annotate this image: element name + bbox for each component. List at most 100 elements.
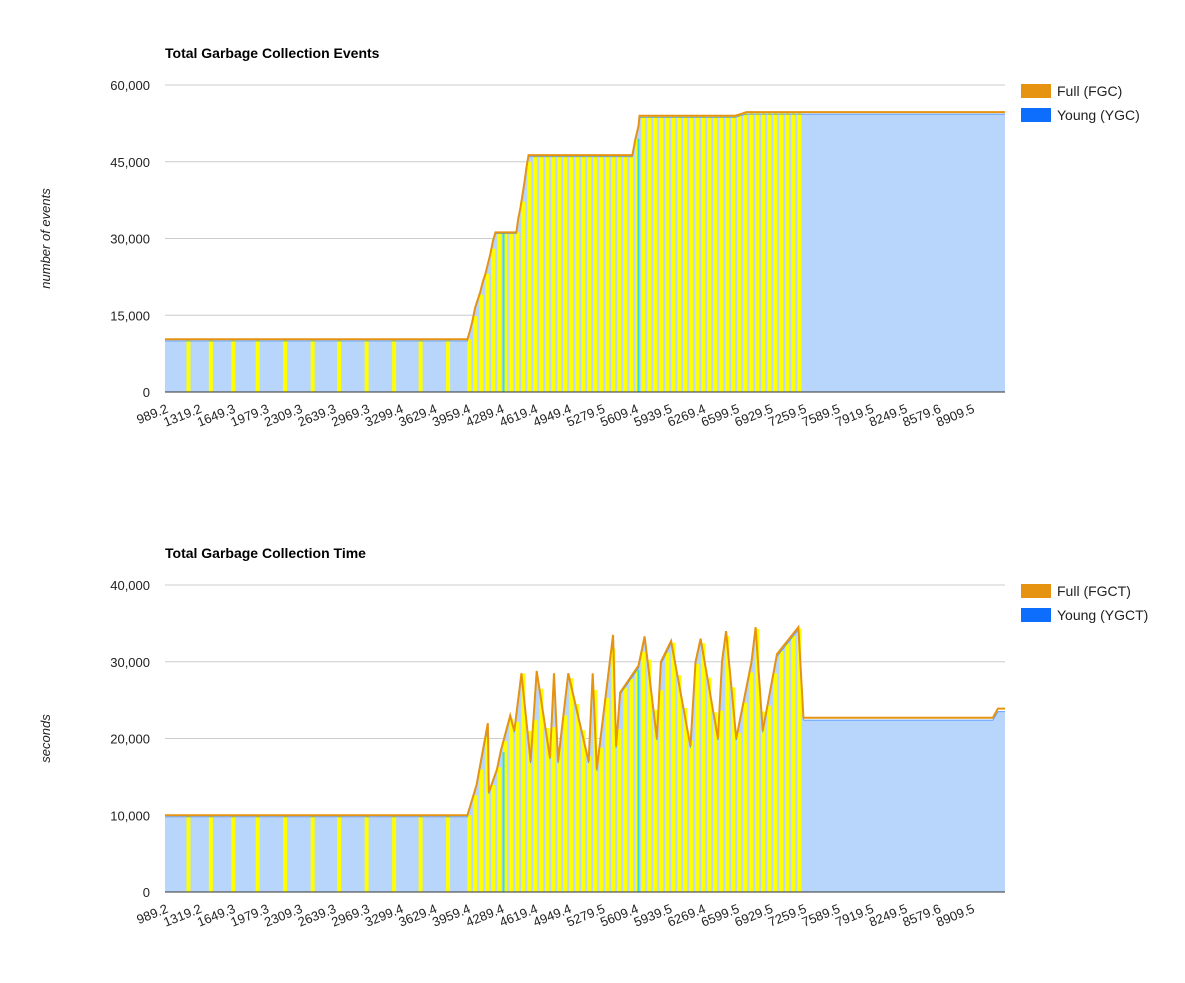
event-bar	[527, 730, 532, 892]
event-bar	[761, 112, 766, 392]
event-bar	[671, 115, 676, 392]
y-axis-label: seconds	[38, 714, 53, 763]
y-tick-label: 30,000	[110, 655, 150, 670]
event-bar	[231, 339, 236, 392]
event-bar	[587, 155, 592, 392]
event-bar	[665, 652, 670, 892]
event-bar	[527, 161, 532, 392]
event-bar	[364, 339, 369, 392]
event-bar	[659, 115, 664, 392]
event-bar	[515, 721, 520, 892]
event-bar	[283, 339, 288, 392]
marker-bar	[637, 670, 640, 892]
y-tick-label: 15,000	[110, 308, 150, 323]
event-bar	[485, 273, 490, 392]
event-bar	[479, 294, 484, 392]
event-bar	[725, 115, 730, 392]
event-bar	[587, 756, 592, 892]
legend-label: Full (FGC)	[1057, 83, 1122, 99]
event-bar	[779, 651, 784, 892]
chart-title: Total Garbage Collection Events	[165, 45, 380, 61]
event-bar	[695, 663, 700, 892]
event-bar	[785, 112, 790, 392]
y-tick-label: 40,000	[110, 578, 150, 593]
full-line	[165, 624, 1005, 817]
event-bar	[677, 675, 682, 892]
event-bar	[647, 659, 652, 892]
event-bar	[731, 687, 736, 892]
event-bar	[707, 115, 712, 392]
event-bar	[509, 718, 514, 892]
event-bar	[611, 648, 616, 892]
legend-swatch	[1021, 108, 1051, 122]
event-bar	[623, 687, 628, 892]
event-bar	[791, 635, 796, 892]
chart-title: Total Garbage Collection Time	[165, 545, 366, 561]
event-bar	[713, 712, 718, 892]
event-bar	[599, 155, 604, 392]
x-tick-label: 8909.5	[934, 401, 976, 430]
event-bar	[208, 339, 213, 392]
event-bar	[701, 115, 706, 392]
event-bar	[186, 339, 191, 392]
event-bar	[659, 690, 664, 892]
event-bar	[310, 339, 315, 392]
gc-events-chart-svg: Total Garbage Collection Events 0 15,000 30…	[38, 45, 1140, 430]
event-bar	[521, 673, 526, 892]
event-bar	[521, 201, 526, 392]
event-bar	[479, 769, 484, 892]
event-bar	[392, 339, 397, 392]
event-bar	[797, 112, 802, 392]
event-bar	[446, 339, 451, 392]
event-bar	[653, 115, 658, 392]
event-bar	[503, 741, 508, 892]
y-tick-label: 30,000	[110, 232, 150, 247]
event-bar	[545, 155, 550, 392]
event-bar	[737, 115, 742, 393]
event-bar	[743, 702, 748, 892]
event-bar	[641, 651, 646, 892]
marker-bar	[502, 232, 505, 392]
event-bar	[725, 636, 730, 892]
event-bar	[761, 711, 766, 892]
event-bar	[563, 715, 568, 892]
legend-swatch	[1021, 84, 1051, 98]
event-bar	[797, 628, 802, 892]
event-bar	[713, 115, 718, 392]
event-bar	[755, 112, 760, 392]
event-bar	[551, 727, 556, 892]
marker-bar	[637, 138, 640, 392]
event-bar	[677, 115, 682, 392]
event-bar	[593, 689, 598, 892]
event-bar	[629, 155, 634, 392]
event-bar	[533, 719, 538, 892]
event-bar	[617, 729, 622, 892]
gc-time-chart-svg: Total Garbage Collection Time 0 10,000 20,0…	[38, 545, 1148, 930]
event-bar	[689, 740, 694, 892]
event-bar	[683, 707, 688, 892]
event-bar	[719, 115, 724, 392]
event-bar	[581, 730, 586, 892]
event-bar	[773, 673, 778, 892]
event-bar	[755, 628, 760, 892]
event-bar	[575, 704, 580, 892]
event-bar	[533, 155, 538, 392]
event-bar	[599, 747, 604, 892]
event-bar	[683, 115, 688, 392]
event-bar	[647, 115, 652, 392]
event-bar	[767, 705, 772, 892]
event-bar	[539, 155, 544, 392]
event-bar	[392, 815, 397, 892]
legend-label: Full (FGCT)	[1057, 583, 1131, 599]
event-bar	[545, 727, 550, 892]
full-line	[165, 111, 1005, 341]
event-bar	[418, 339, 423, 392]
legend-label: Young (YGCT)	[1057, 607, 1148, 623]
x-tick-label: 8909.5	[934, 901, 976, 930]
event-bar	[575, 155, 580, 392]
event-bar	[635, 670, 640, 892]
event-bar	[186, 815, 191, 892]
event-bar	[310, 815, 315, 892]
y-tick-label: 0	[143, 885, 150, 900]
event-bar	[515, 232, 520, 392]
